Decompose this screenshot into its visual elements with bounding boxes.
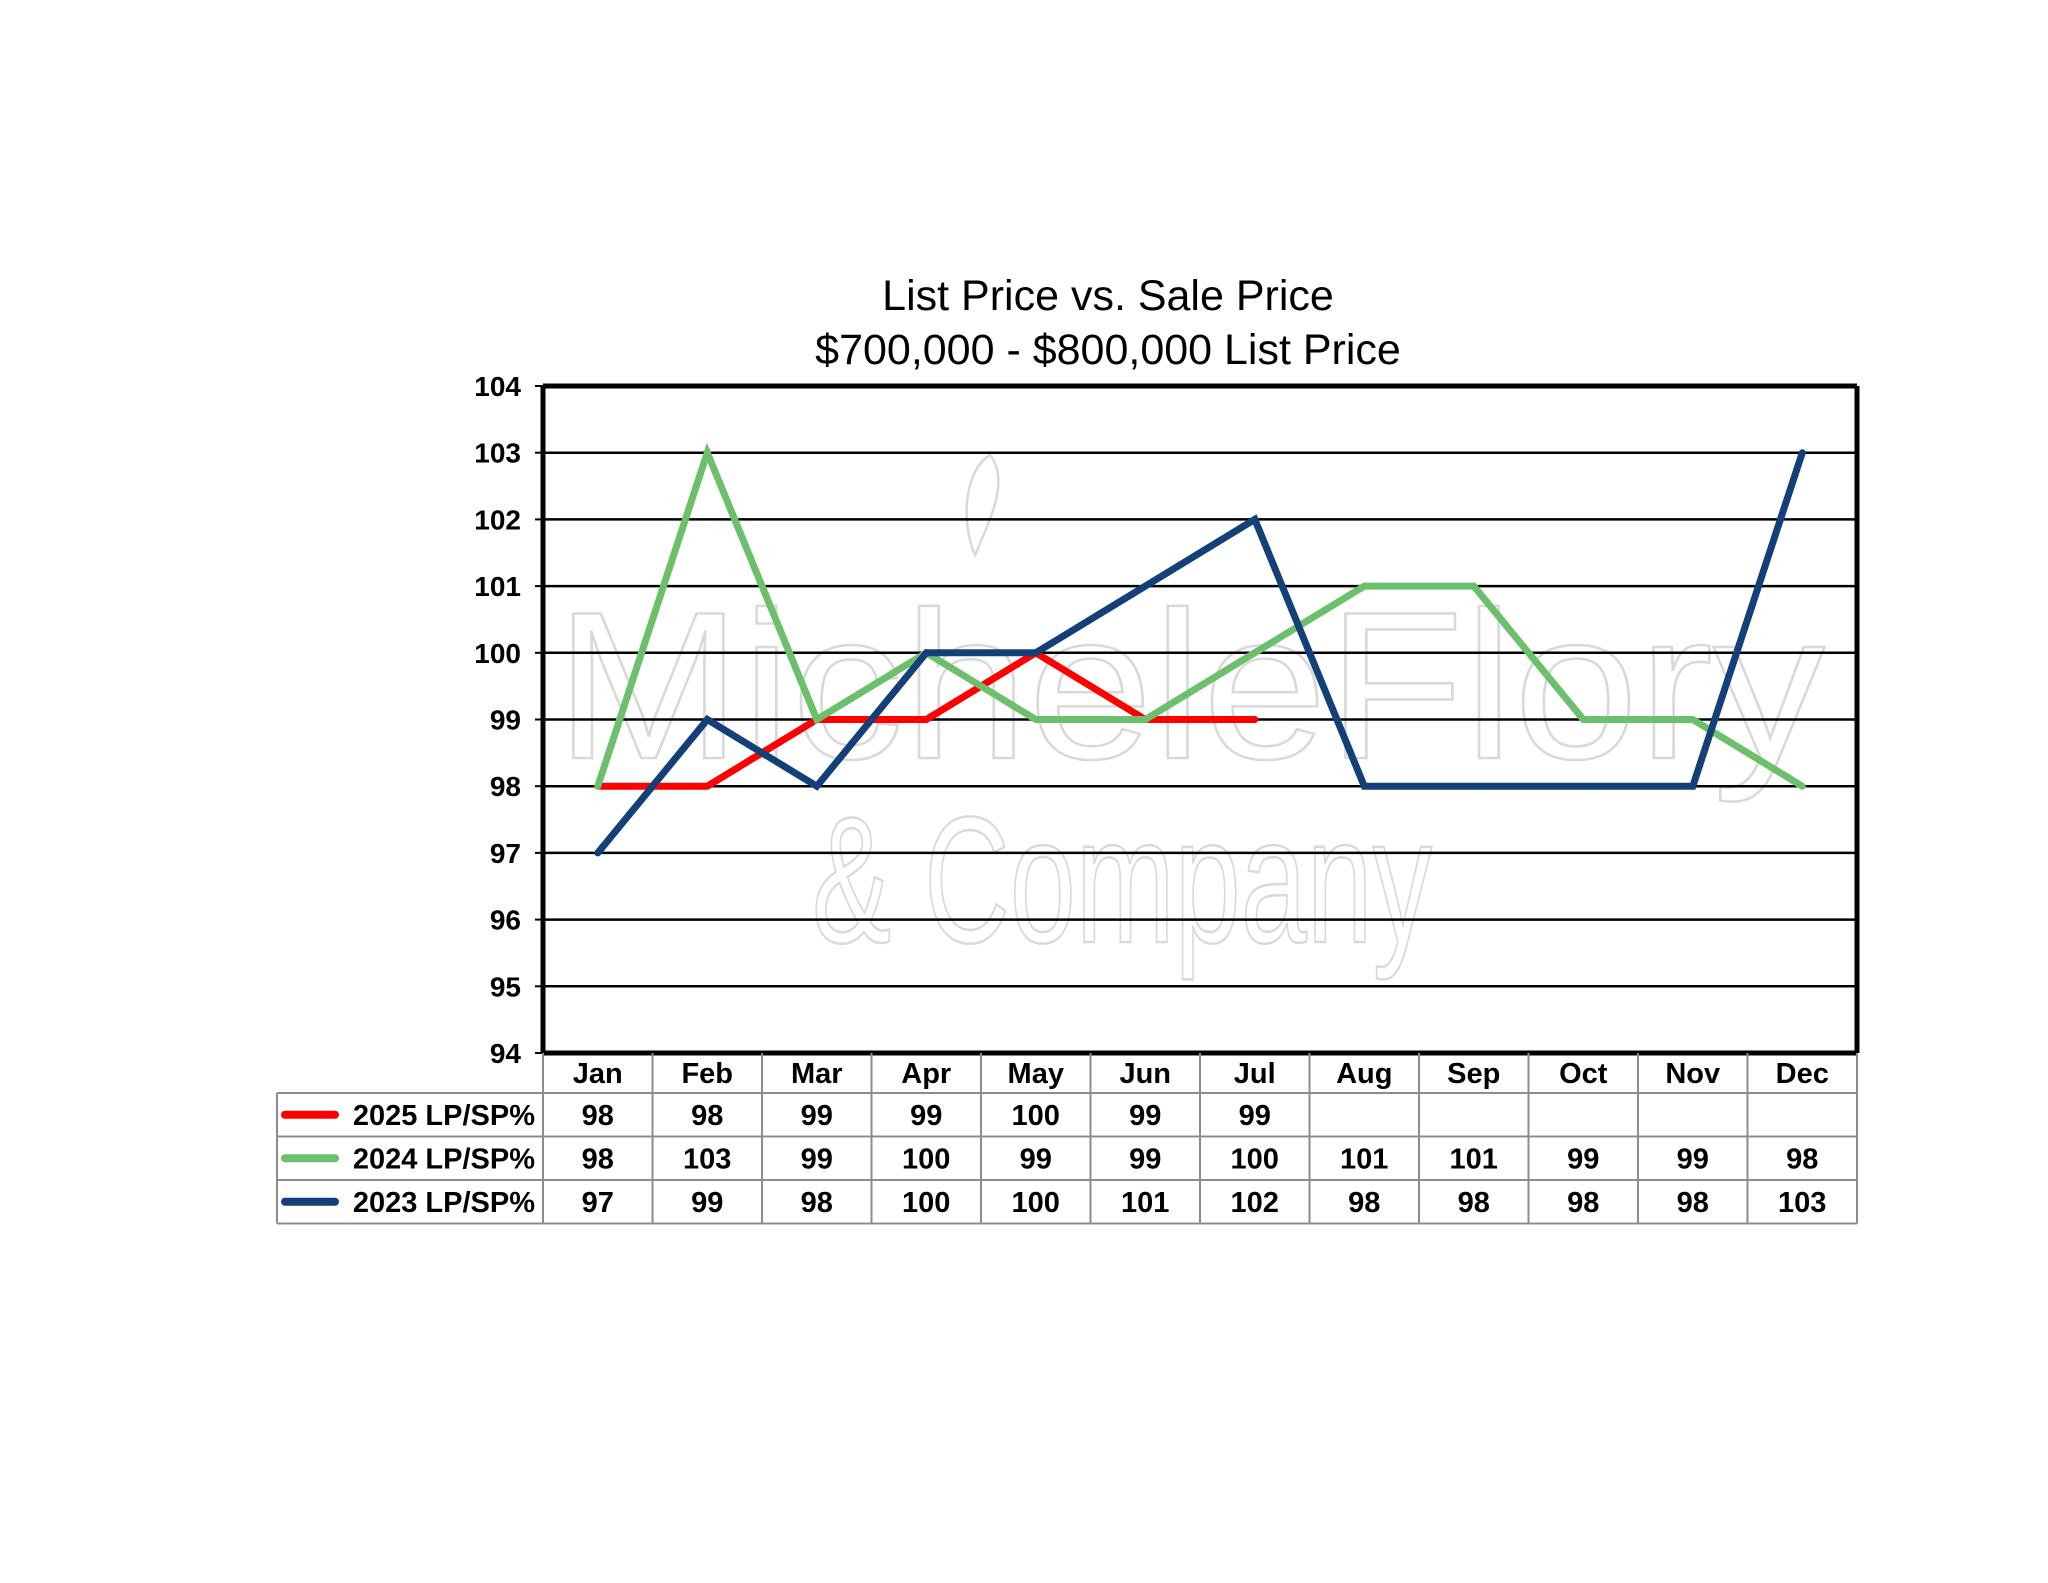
series-1-point-2: [814, 717, 820, 722]
series-2-point-0: [595, 850, 601, 856]
y-tick-label-104: 104: [474, 371, 521, 402]
y-tick-label-100: 100: [474, 638, 521, 669]
watermark-line-1: MicheleFlory: [555, 568, 1825, 803]
data-label-1-8: 101: [1450, 1143, 1498, 1175]
series-2-point-2: [814, 783, 820, 789]
data-label-2-0: 97: [582, 1187, 614, 1219]
data-label-2-8: 98: [1458, 1187, 1490, 1219]
x-tick-label-aug: Aug: [1336, 1058, 1392, 1090]
data-label-2-11: 103: [1778, 1187, 1826, 1219]
data-label-2-7: 98: [1348, 1187, 1380, 1219]
data-label-1-2: 99: [801, 1143, 833, 1175]
x-tick-label-nov: Nov: [1665, 1058, 1720, 1090]
chart-subtitle: $700,000 - $800,000 List Price: [815, 326, 1401, 374]
data-label-2-9: 98: [1567, 1187, 1599, 1219]
data-table: Jan Feb Mar Apr May Jun Jul Aug Sep Oct Nov Dec 2025…: [276, 1053, 1858, 1225]
data-label-2-2: 98: [801, 1187, 833, 1219]
y-tick-label-94: 94: [490, 1038, 522, 1069]
y-axis-ticks: 94 95 96 97 98 99 100 101 102 103 104: [474, 371, 543, 1069]
series-1-point-5: [1142, 717, 1148, 722]
data-label-0-6: 99: [1239, 1100, 1271, 1132]
series-1-point-11: [1799, 783, 1805, 789]
series-1-point-7: [1361, 583, 1367, 589]
x-tick-label-jan: Jan: [573, 1058, 623, 1090]
data-label-1-1: 103: [683, 1143, 731, 1175]
series-2-point-1: [704, 717, 710, 722]
series-2-point-11: [1799, 450, 1805, 456]
series-2-point-9: [1580, 783, 1586, 789]
data-label-0-5: 99: [1129, 1100, 1161, 1132]
y-tick-label-95: 95: [490, 971, 521, 1002]
series-1-point-0: [595, 783, 601, 789]
series-0-point-1: [704, 783, 710, 789]
data-label-0-0: 98: [582, 1100, 614, 1132]
x-tick-label-mar: Mar: [791, 1058, 843, 1090]
x-tick-label-jun: Jun: [1119, 1058, 1171, 1090]
data-label-1-10: 99: [1677, 1143, 1709, 1175]
series-line-2: [594, 449, 1806, 857]
data-label-2-5: 101: [1121, 1187, 1169, 1219]
data-label-2-10: 98: [1677, 1187, 1709, 1219]
data-label-1-4: 99: [1020, 1143, 1052, 1175]
series-1-point-8: [1471, 583, 1477, 589]
watermark-logo: MicheleFlory & Company: [554, 453, 1826, 982]
series-0-point-6: [1252, 717, 1258, 722]
data-label-2-4: 100: [1012, 1187, 1060, 1219]
data-label-1-3: 100: [902, 1143, 950, 1175]
data-label-1-0: 98: [582, 1143, 614, 1175]
data-label-2-6: 102: [1231, 1187, 1279, 1219]
series-line-1: [594, 442, 1806, 790]
series-2-point-6: [1252, 516, 1258, 522]
series-lines: [594, 442, 1806, 857]
series-1-point-1: [704, 450, 710, 456]
y-tick-label-98: 98: [490, 771, 521, 802]
watermark-leaf-icon: [965, 453, 1000, 559]
series-2-point-10: [1690, 783, 1696, 789]
data-label-0-4: 100: [1012, 1100, 1060, 1132]
x-tick-label-apr: Apr: [901, 1058, 951, 1090]
data-label-1-9: 99: [1567, 1143, 1599, 1175]
series-2-point-4: [1033, 650, 1039, 656]
data-label-1-6: 100: [1231, 1143, 1279, 1175]
watermark-line-2: & Company: [812, 780, 1432, 981]
series-2-point-7: [1361, 783, 1367, 789]
y-tick-label-102: 102: [474, 504, 521, 535]
y-tick-label-97: 97: [490, 838, 521, 869]
x-tick-label-sep: Sep: [1447, 1058, 1500, 1090]
data-label-2-3: 100: [902, 1187, 950, 1219]
x-tick-label-may: May: [1008, 1058, 1064, 1090]
data-label-1-11: 98: [1786, 1143, 1818, 1175]
y-tick-label-103: 103: [474, 438, 521, 469]
data-label-1-5: 99: [1129, 1143, 1161, 1175]
x-tick-label-feb: Feb: [681, 1058, 733, 1090]
data-label-1-7: 101: [1340, 1143, 1388, 1175]
series-1-point-4: [1033, 717, 1039, 722]
series-1-point-10: [1690, 717, 1696, 722]
y-tick-label-96: 96: [490, 905, 521, 936]
series-1-point-9: [1580, 717, 1586, 722]
series-2-point-5: [1142, 583, 1148, 589]
data-label-0-2: 99: [801, 1100, 833, 1132]
chart-title: List Price vs. Sale Price: [882, 272, 1334, 320]
legend-label-2: 2023 LP/SP%: [353, 1187, 535, 1219]
data-label-0-1: 98: [691, 1100, 723, 1132]
series-0-point-3: [923, 717, 929, 722]
x-tick-label-oct: Oct: [1559, 1058, 1608, 1090]
legend-label-1: 2024 LP/SP%: [353, 1143, 535, 1175]
x-tick-label-dec: Dec: [1776, 1058, 1829, 1090]
series-1-point-6: [1252, 650, 1258, 656]
data-label-0-3: 99: [910, 1100, 942, 1132]
y-tick-label-99: 99: [490, 705, 521, 736]
y-tick-label-101: 101: [474, 571, 521, 602]
x-tick-label-jul: Jul: [1234, 1058, 1276, 1090]
series-2-point-8: [1471, 783, 1477, 789]
legend-label-0: 2025 LP/SP%: [353, 1100, 535, 1132]
series-2-point-3: [923, 650, 929, 656]
data-label-2-1: 99: [691, 1187, 723, 1219]
